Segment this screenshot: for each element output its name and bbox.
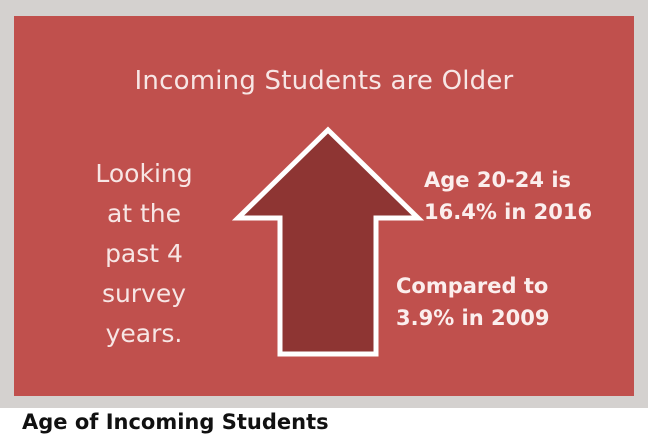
left-text-line: past 4 [105,239,183,268]
stat-2016-line1: Age 20-24 is [424,168,572,192]
infographic-panel: Incoming Students are Older Looking at t… [14,16,634,396]
left-text: Looking at the past 4 survey years. [64,154,224,354]
caption: Age of Incoming Students [22,410,329,434]
left-text-line: survey [101,279,187,308]
stat-2016-line2: 16.4% in 2016 [424,200,593,224]
stat-2009: Compared to 3.9% in 2009 [396,270,549,334]
up-arrow-icon [231,126,425,357]
left-text-line: years. [105,319,183,348]
infographic-frame: Incoming Students are Older Looking at t… [0,0,648,408]
left-text-line: Looking [95,159,193,188]
stat-2016: Age 20-24 is 16.4% in 2016 [424,164,592,228]
stat-2009-line2: 3.9% in 2009 [396,306,550,330]
left-text-line: at the [106,199,182,228]
headline: Incoming Students are Older [134,66,514,96]
stat-2009-line1: Compared to [396,274,549,298]
